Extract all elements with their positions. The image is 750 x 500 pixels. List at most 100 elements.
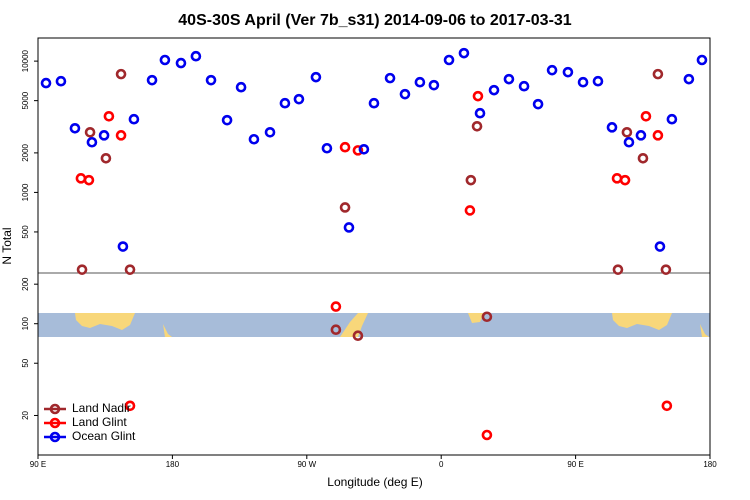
point (640, 110, 652, 122)
y-tick-label: 10000 (21, 49, 30, 72)
y-tick-label: 2000 (21, 143, 30, 161)
y-tick-label: 50 (21, 358, 30, 367)
chart-title: 40S-30S April (Ver 7b_s31) 2014-09-06 to… (178, 12, 572, 29)
point (661, 400, 673, 412)
land (163, 324, 172, 337)
point (124, 264, 136, 275)
point (115, 68, 127, 80)
point (75, 173, 87, 184)
point (472, 90, 484, 102)
point (103, 110, 115, 122)
point (414, 76, 426, 88)
y-tick-label: 200 (21, 277, 30, 291)
point (115, 130, 127, 141)
point (330, 301, 342, 312)
point (128, 113, 140, 125)
legend-marker (49, 431, 61, 443)
point (443, 54, 455, 66)
land (700, 324, 709, 337)
point (235, 81, 247, 93)
y-tick-label: 20 (21, 410, 30, 419)
legend-label: Ocean Glint (72, 429, 136, 443)
point (518, 80, 530, 92)
y-tick-label: 1000 (21, 183, 30, 201)
legend-label: Land Glint (72, 415, 127, 429)
point (637, 152, 649, 164)
point (205, 74, 217, 86)
point (464, 205, 476, 216)
land (75, 313, 135, 330)
point (428, 79, 440, 91)
land (612, 313, 672, 330)
map-strip (38, 313, 710, 337)
point (264, 126, 276, 138)
x-tick-label: 90 E (30, 460, 46, 469)
point (98, 130, 110, 141)
legend-marker (49, 417, 61, 429)
point (577, 76, 589, 88)
point (190, 50, 202, 62)
y-tick-label: 100 (21, 316, 30, 330)
point (76, 264, 88, 275)
point (384, 72, 396, 84)
point (503, 73, 515, 85)
point (40, 77, 52, 89)
ocean-band (38, 313, 710, 337)
point (293, 93, 305, 105)
y-axis-label: N Total (0, 227, 14, 264)
point (339, 141, 351, 153)
point (660, 264, 672, 275)
legend-marker (49, 403, 61, 415)
plot-frame (37, 37, 711, 456)
point (83, 174, 95, 186)
point (352, 145, 364, 156)
land (468, 313, 484, 323)
x-tick-label: 0 (439, 460, 444, 469)
point (652, 68, 664, 80)
point (368, 97, 380, 109)
point (621, 126, 633, 138)
point (124, 400, 136, 412)
x-tick-label: 90 W (297, 460, 316, 469)
point (159, 54, 171, 66)
point (339, 202, 351, 213)
point (399, 88, 411, 100)
point (465, 174, 477, 186)
point (55, 75, 67, 87)
point (532, 98, 544, 110)
point (562, 66, 574, 78)
point (248, 133, 260, 145)
point (606, 122, 618, 133)
point (84, 126, 96, 138)
point (221, 114, 233, 126)
point (592, 75, 604, 87)
y-tick-label: 500 (21, 225, 30, 239)
point (623, 136, 635, 148)
point (86, 136, 98, 148)
point (696, 54, 708, 66)
point (611, 173, 623, 184)
point (321, 142, 333, 154)
land (340, 313, 368, 337)
y-tick-label: 5000 (21, 91, 30, 109)
point (481, 429, 493, 441)
point (546, 64, 558, 76)
point (352, 330, 364, 342)
x-tick-label: 90 E (567, 460, 583, 469)
point (330, 324, 342, 336)
x-tick-label: 180 (166, 460, 180, 469)
point (100, 152, 112, 164)
point (474, 107, 486, 119)
point (146, 74, 158, 86)
point (635, 130, 647, 141)
point (458, 47, 470, 59)
x-axis-label: Longitude (deg E) (327, 475, 422, 489)
point (488, 84, 500, 96)
point (612, 264, 624, 275)
point (279, 97, 291, 109)
point (310, 71, 322, 83)
point (619, 174, 631, 186)
point (117, 241, 129, 252)
